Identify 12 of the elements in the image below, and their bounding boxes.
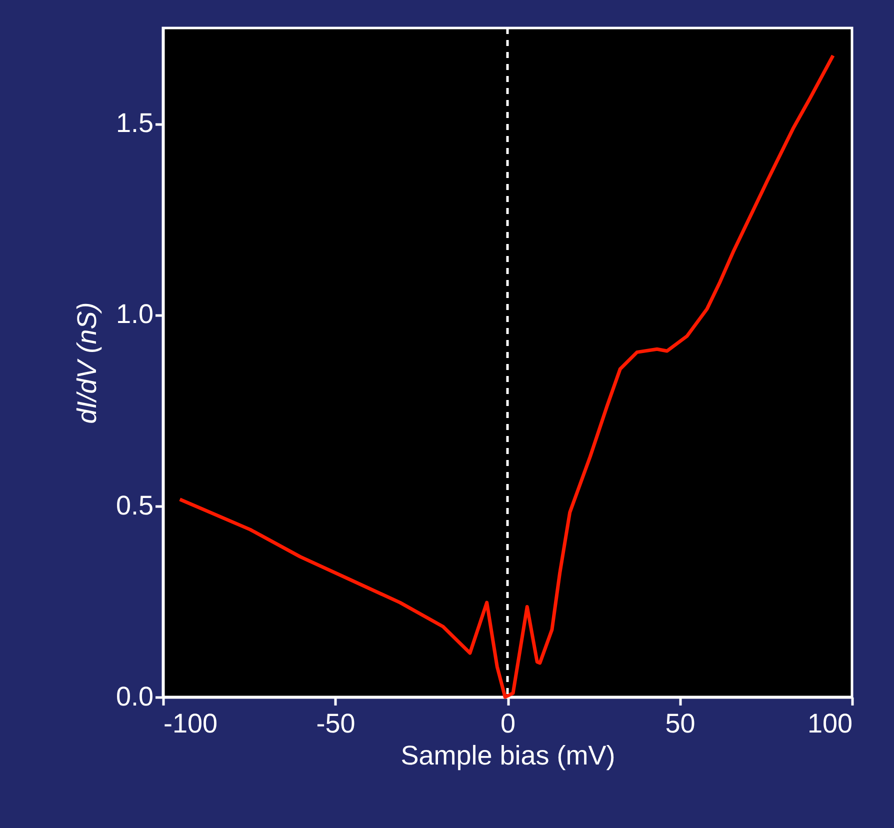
y-tick-label: 0.0 xyxy=(116,682,154,712)
x-tick-label: -50 xyxy=(316,708,356,738)
y-tick-label: 0.5 xyxy=(116,490,154,520)
line-series xyxy=(178,54,835,699)
x-axis-title: Sample bias (mV) xyxy=(400,740,616,770)
y-tick-label: 1.5 xyxy=(116,108,154,138)
x-tick-label: 0 xyxy=(500,708,516,738)
x-tick-label: 100 xyxy=(807,708,852,738)
x-tick-label: 50 xyxy=(665,708,696,738)
y-tick-label: 1.0 xyxy=(116,299,154,330)
x-tick-label: -100 xyxy=(164,708,218,738)
y-axis-title: dI/dV (nS) xyxy=(72,302,102,424)
